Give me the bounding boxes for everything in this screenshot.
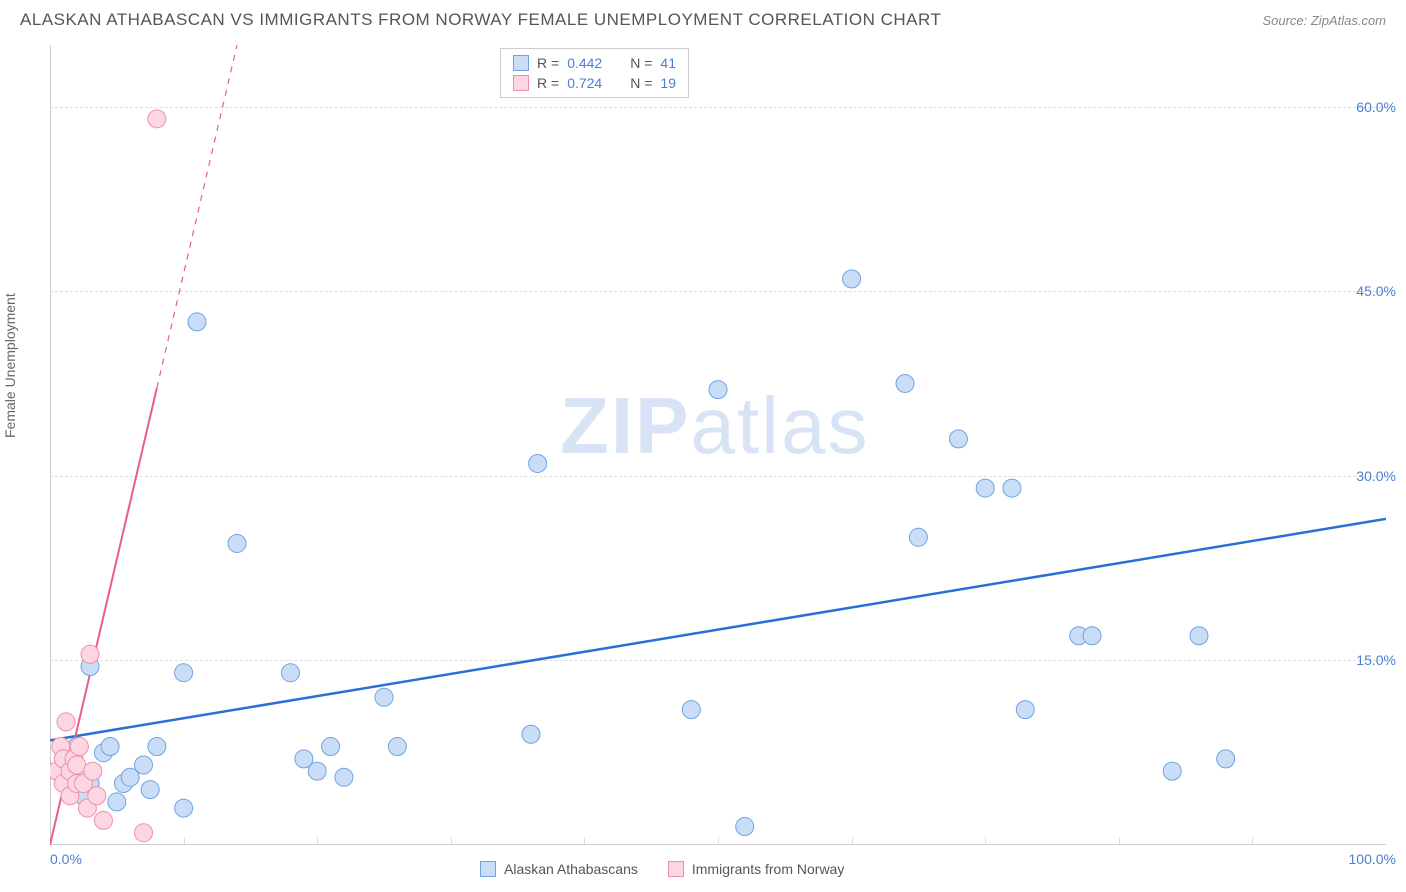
data-point — [148, 738, 166, 756]
data-point — [1083, 627, 1101, 645]
data-point — [843, 270, 861, 288]
data-point — [682, 701, 700, 719]
data-point — [135, 756, 153, 774]
data-point — [736, 818, 754, 836]
data-point — [57, 713, 75, 731]
data-point — [70, 738, 88, 756]
data-point — [68, 756, 86, 774]
data-point — [529, 454, 547, 472]
n-value: 41 — [660, 55, 676, 71]
data-point — [81, 645, 99, 663]
data-point — [308, 762, 326, 780]
data-point — [84, 762, 102, 780]
correlation-stats-box: R = 0.442 N = 41 R = 0.724 N = 19 — [500, 48, 689, 98]
data-point — [709, 381, 727, 399]
legend-swatch — [668, 861, 684, 877]
n-label: N = — [630, 75, 652, 91]
data-point — [1217, 750, 1235, 768]
legend-swatch — [513, 75, 529, 91]
n-value: 19 — [660, 75, 676, 91]
r-value: 0.442 — [567, 55, 602, 71]
data-point — [281, 664, 299, 682]
data-point — [335, 768, 353, 786]
legend-item: Alaskan Athabascans — [480, 861, 638, 877]
data-point — [949, 430, 967, 448]
data-point — [94, 811, 112, 829]
data-point — [1016, 701, 1034, 719]
legend-swatch — [480, 861, 496, 877]
legend-swatch — [513, 55, 529, 71]
data-point — [1190, 627, 1208, 645]
chart-header: ALASKAN ATHABASCAN VS IMMIGRANTS FROM NO… — [0, 0, 1406, 38]
chart-title: ALASKAN ATHABASCAN VS IMMIGRANTS FROM NO… — [20, 10, 941, 30]
x-axis-legend: Alaskan Athabascans Immigrants from Norwa… — [480, 861, 844, 877]
legend-label: Alaskan Athabascans — [504, 861, 638, 877]
legend-label: Immigrants from Norway — [692, 861, 844, 877]
r-label: R = — [537, 75, 559, 91]
y-axis-label: Female Unemployment — [2, 293, 18, 438]
data-point — [375, 688, 393, 706]
data-point — [148, 110, 166, 128]
stats-row: R = 0.724 N = 19 — [513, 73, 676, 93]
source-attribution: Source: ZipAtlas.com — [1262, 13, 1386, 28]
data-point — [175, 664, 193, 682]
r-value: 0.724 — [567, 75, 602, 91]
stats-row: R = 0.442 N = 41 — [513, 53, 676, 73]
data-point — [88, 787, 106, 805]
data-point — [896, 374, 914, 392]
x-tick-label: 0.0% — [50, 851, 82, 867]
r-label: R = — [537, 55, 559, 71]
n-label: N = — [630, 55, 652, 71]
data-point — [1003, 479, 1021, 497]
data-point — [228, 534, 246, 552]
data-point — [976, 479, 994, 497]
data-point — [909, 528, 927, 546]
data-point — [388, 738, 406, 756]
data-point — [108, 793, 126, 811]
data-point — [175, 799, 193, 817]
data-point — [141, 781, 159, 799]
scatter-plot-svg — [50, 45, 1386, 845]
data-point — [522, 725, 540, 743]
data-point — [135, 824, 153, 842]
data-point — [188, 313, 206, 331]
x-tick-label: 100.0% — [1349, 851, 1396, 867]
data-point — [101, 738, 119, 756]
data-point — [1163, 762, 1181, 780]
data-point — [322, 738, 340, 756]
legend-item: Immigrants from Norway — [668, 861, 844, 877]
